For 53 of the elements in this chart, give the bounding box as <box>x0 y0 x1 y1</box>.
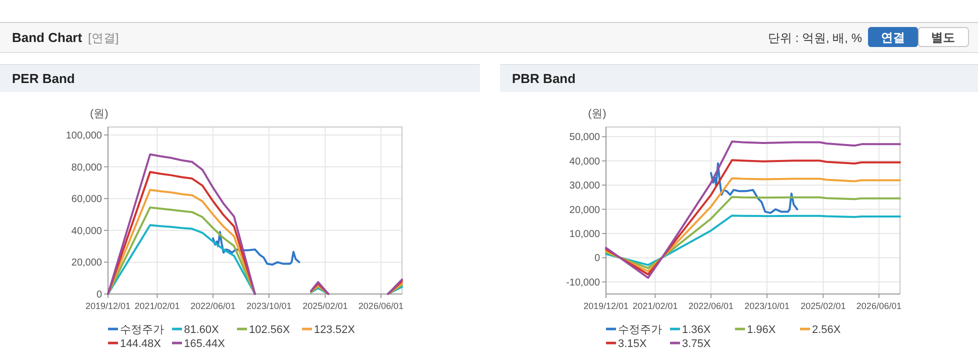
y-tick-label: 60,000 <box>71 194 102 206</box>
line-series <box>605 214 901 266</box>
y-tick-label: 20,000 <box>71 258 102 269</box>
x-tick-label: 2025/02/01 <box>302 301 348 311</box>
y-axis-title: (원) <box>588 108 606 120</box>
x-tick-label: 2021/02/01 <box>632 301 678 311</box>
y-tick-label: -10,000 <box>566 277 600 288</box>
text: 단위 : 억원, 배, % <box>768 31 862 45</box>
x-tick-label: 2025/02/01 <box>800 301 846 311</box>
y-tick-label: 20,000 <box>569 204 600 216</box>
y-tick-label: 0 <box>594 253 600 264</box>
legend-label: 2.56X <box>812 324 842 336</box>
y-tick-label: 40,000 <box>71 226 102 237</box>
line-series <box>605 196 901 270</box>
y-tick-label: 40,000 <box>569 156 600 168</box>
legend-label: 수정주가 <box>618 324 662 336</box>
x-tick-label: 2021/02/01 <box>134 301 180 311</box>
legend-label: 3.15X <box>618 338 648 350</box>
x-tick-label: 2019/12/01 <box>583 301 629 311</box>
legend-label: 81.60X <box>184 324 220 336</box>
text: 별도 <box>931 30 955 44</box>
legend-label: 수정주가 <box>120 324 164 336</box>
line-series <box>605 140 901 279</box>
legend-label: 102.56X <box>249 324 291 336</box>
line-series <box>605 159 901 276</box>
x-tick-label: 2022/06/01 <box>688 301 734 311</box>
legend-label: 144.48X <box>120 338 162 350</box>
y-tick-label: 80,000 <box>71 162 102 174</box>
legend-label: 1.36X <box>682 324 712 336</box>
legend-label: 165.44X <box>184 338 226 350</box>
legend-label: 1.96X <box>747 324 776 336</box>
text: 연결 <box>881 30 905 44</box>
line-series <box>605 177 901 272</box>
legend-label: 123.52X <box>314 324 356 336</box>
x-tick-label: 2026/06/01 <box>358 301 404 311</box>
y-tick-label: 50,000 <box>569 132 600 144</box>
x-tick-label: 2022/06/01 <box>190 301 236 311</box>
y-tick-label: 100,000 <box>66 130 102 142</box>
legend-label: 3.75X <box>682 338 712 350</box>
text: [연결] <box>88 31 119 45</box>
line-series <box>212 230 300 266</box>
x-tick-label: 2019/12/01 <box>85 301 131 311</box>
x-tick-label: 2023/10/01 <box>744 301 790 311</box>
line-series <box>710 162 798 214</box>
y-tick-label: 0 <box>96 290 102 300</box>
chart-title: PBR Band <box>512 71 576 86</box>
y-tick-label: 30,000 <box>569 180 600 192</box>
x-tick-label: 2026/06/01 <box>856 301 902 311</box>
y-axis-title: (원) <box>90 108 108 120</box>
chart-title: PER Band <box>12 71 75 86</box>
x-tick-label: 2023/10/01 <box>246 301 292 311</box>
y-tick-label: 10,000 <box>569 228 600 240</box>
text: Band Chart <box>12 30 83 45</box>
